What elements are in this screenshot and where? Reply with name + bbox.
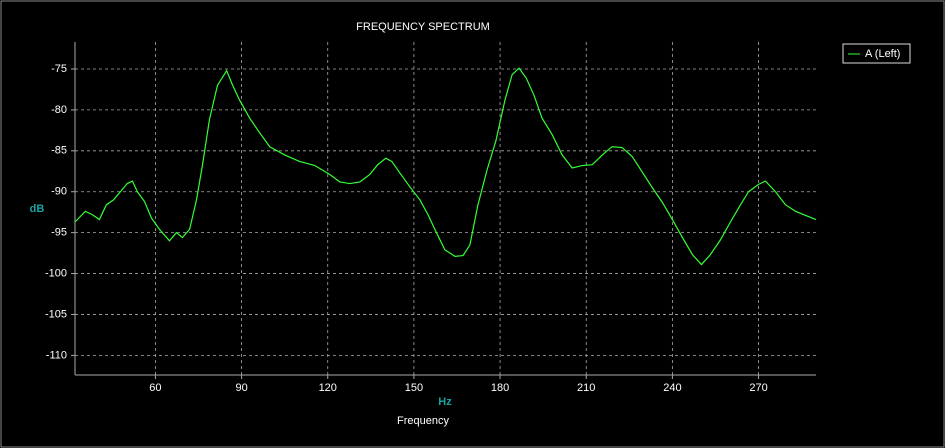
y-tick-label: -80 <box>51 104 67 116</box>
caption: Frequency <box>397 415 449 427</box>
y-tick-label: -105 <box>45 308 67 320</box>
x-tick-label: 120 <box>319 382 337 394</box>
legend-label: A (Left) <box>865 48 900 60</box>
y-axis-label: dB <box>30 203 45 215</box>
y-tick-label: -75 <box>51 63 67 75</box>
y-tick-label: -100 <box>45 267 67 279</box>
line-series <box>74 67 817 266</box>
x-tick-label: 150 <box>405 382 423 394</box>
x-tick-label: 240 <box>663 382 681 394</box>
y-tick-label: -110 <box>46 349 67 361</box>
chart-title: FREQUENCY SPECTRUM <box>356 21 490 33</box>
x-axis-label: Hz <box>438 396 452 408</box>
legend-box <box>842 43 911 64</box>
y-tick-label: -95 <box>51 227 67 239</box>
x-tick-label: 270 <box>749 382 767 394</box>
x-tick-label: 90 <box>235 382 247 394</box>
y-tick-label: -85 <box>51 145 67 157</box>
x-tick-label: 210 <box>577 382 595 394</box>
x-tick-label: 60 <box>149 382 161 394</box>
y-tick-label: -90 <box>51 186 67 198</box>
x-tick-label: 180 <box>491 382 509 394</box>
